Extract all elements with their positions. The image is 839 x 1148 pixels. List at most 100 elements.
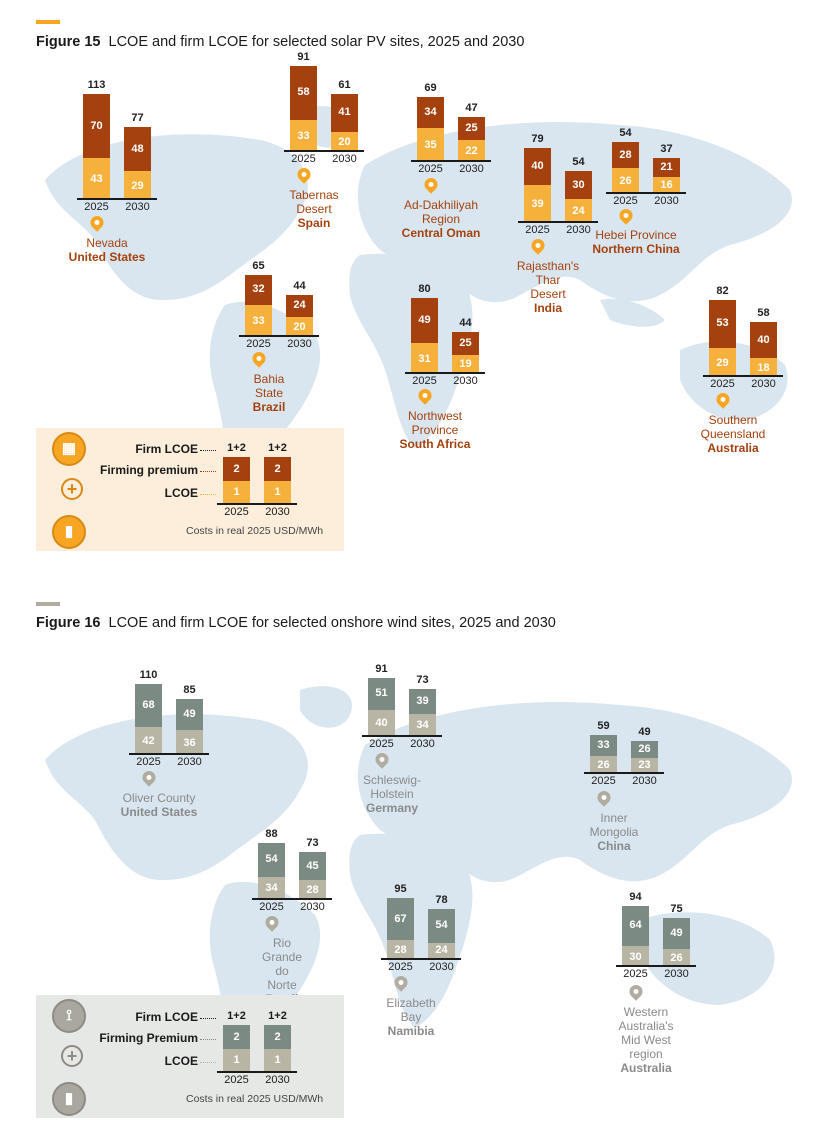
- bar-lcoe-label: 35: [424, 138, 437, 151]
- bar-lcoe: 24: [428, 942, 455, 958]
- site-place: Inner Mongolia: [589, 811, 639, 839]
- bar-lcoe: 16: [653, 177, 680, 192]
- baseline: [405, 372, 485, 374]
- legend-bar-lcoe: 1: [264, 1049, 291, 1071]
- year-label: 2030: [177, 756, 202, 768]
- battery-icon: ▮: [52, 515, 86, 549]
- bar-lcoe: 34: [258, 876, 285, 898]
- year-label: 2030: [300, 901, 325, 913]
- solar-panel-icon: ▦: [52, 432, 86, 466]
- bar-premium-label: 67: [394, 912, 407, 925]
- bar-premium: 30: [565, 171, 592, 199]
- figure15-title-text: LCOE and firm LCOE for selected solar PV…: [108, 34, 525, 50]
- bar-total-label: 113: [87, 79, 106, 92]
- figure16-accent-bar: [36, 602, 60, 606]
- legend-bar-premium: 2: [223, 457, 250, 481]
- bar-total-label: 44: [293, 279, 306, 292]
- baseline: [284, 150, 364, 152]
- site-country: United States: [68, 250, 146, 264]
- bar-premium: 49: [411, 298, 438, 344]
- bar-premium: 54: [428, 908, 455, 943]
- bar-lcoe: 28: [299, 880, 326, 898]
- site-country: Namibia: [387, 1024, 435, 1038]
- bar-lcoe-label: 40: [375, 717, 388, 730]
- bar-total-label: 94: [629, 890, 642, 903]
- bar-lcoe: 26: [590, 755, 617, 772]
- year-label: 2025: [591, 775, 616, 787]
- bar-premium: 48: [124, 127, 151, 172]
- bar-premium: 64: [622, 905, 649, 947]
- legend-baseline: [217, 503, 297, 505]
- bar-premium: 24: [286, 294, 313, 317]
- legend-firming-premium: Firming Premium: [99, 1031, 198, 1045]
- baseline: [77, 198, 157, 200]
- site-place: Elizabeth Bay: [386, 996, 436, 1024]
- site-place: Ad-Dakhiliyah Region: [403, 198, 479, 226]
- legend-total-label: 1+2: [268, 1010, 287, 1022]
- year-label: 2030: [429, 961, 454, 973]
- bar-lcoe: 26: [612, 168, 639, 192]
- baseline: [362, 735, 442, 737]
- year-label: 2025: [136, 756, 161, 768]
- bar-lcoe: 42: [135, 726, 162, 753]
- bar-total-label: 78: [435, 893, 448, 906]
- site-label: Southern Queensland Australia: [701, 413, 766, 455]
- year-label: 2030: [287, 338, 312, 350]
- battery-icon: ▮: [52, 1082, 86, 1116]
- bar-lcoe: 29: [124, 171, 151, 198]
- bar-premium: 34: [417, 96, 444, 128]
- bar-lcoe-label: 28: [394, 944, 407, 957]
- site-place: Bahia State: [253, 372, 285, 400]
- bar-premium: 25: [458, 116, 485, 140]
- site-place: Tabernas Desert: [289, 188, 339, 216]
- year-label: 2030: [410, 738, 435, 750]
- site-place: Rajasthan's Thar Desert: [516, 259, 580, 301]
- bar-total-label: 91: [375, 662, 388, 675]
- bar-premium-label: 40: [531, 160, 544, 173]
- bar-lcoe: 30: [622, 946, 649, 965]
- bar-premium-label: 58: [297, 86, 310, 99]
- site-label: Bahia State Brazil: [253, 372, 286, 414]
- legend-bar-lcoe: 1: [264, 481, 291, 503]
- bar-premium: 25: [452, 331, 479, 355]
- figure15-number: Figure 15: [36, 34, 101, 50]
- site-label: Inner Mongolia China: [590, 811, 639, 853]
- baseline: [616, 965, 696, 967]
- bar-premium-label: 49: [670, 926, 683, 939]
- baseline: [381, 958, 461, 960]
- bar-lcoe-label: 26: [597, 758, 610, 771]
- bar-total-label: 61: [338, 78, 351, 91]
- year-label: 2030: [664, 968, 689, 980]
- bar-lcoe-label: 22: [465, 144, 478, 157]
- bar-lcoe-label: 20: [338, 135, 351, 148]
- bar-lcoe-label: 28: [306, 884, 319, 897]
- bar-lcoe: 23: [631, 757, 658, 772]
- site-label: Hebei Province Northern China: [592, 228, 679, 256]
- bar-total-label: 82: [716, 284, 729, 297]
- bar-lcoe-label: 24: [572, 204, 585, 217]
- legend-firm-lcoe: Firm LCOE: [135, 442, 198, 456]
- legend-box: [36, 995, 344, 1118]
- site-country: Central Oman: [401, 226, 481, 240]
- bar-premium-label: 49: [183, 708, 196, 721]
- site-place: Schleswig-Holstein: [362, 773, 422, 801]
- legend-units-note: Costs in real 2025 USD/MWh: [186, 525, 324, 537]
- site-label: Nevada United States: [69, 236, 146, 264]
- bar-premium-label: 41: [338, 106, 351, 119]
- legend-arrow: [200, 471, 216, 472]
- bar-total-label: 49: [638, 726, 651, 739]
- bar-premium-label: 32: [252, 283, 265, 296]
- bar-lcoe-label: 26: [619, 175, 632, 188]
- site-label: Ad-Dakhiliyah Region Central Oman: [402, 198, 481, 240]
- bar-total-label: 73: [416, 674, 429, 686]
- bar-lcoe-label: 33: [297, 129, 310, 142]
- bar-premium: 33: [590, 734, 617, 756]
- plus-icon: +: [61, 478, 83, 500]
- bar-premium-label: 34: [424, 105, 437, 118]
- site-place: Hebei Province: [595, 228, 677, 242]
- bar-premium-label: 68: [142, 698, 155, 711]
- bar-lcoe-label: 18: [757, 361, 770, 374]
- bar-premium-label: 49: [418, 314, 431, 327]
- bar-lcoe: 34: [409, 713, 436, 735]
- bar-premium-label: 25: [459, 336, 472, 349]
